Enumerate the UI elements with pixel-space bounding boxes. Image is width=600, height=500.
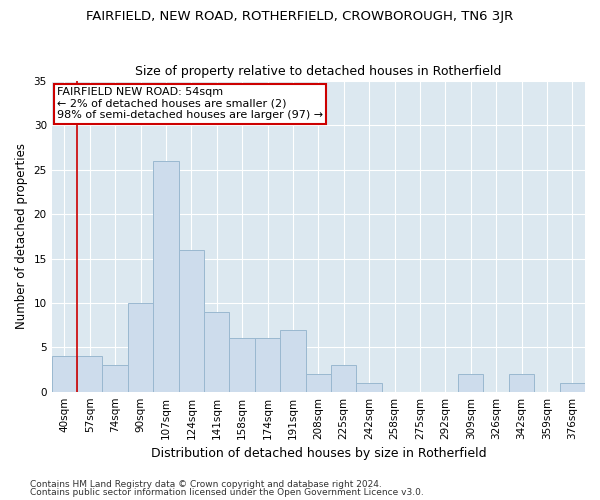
Bar	[204, 312, 229, 392]
Bar	[356, 383, 382, 392]
Text: Contains HM Land Registry data © Crown copyright and database right 2024.: Contains HM Land Registry data © Crown c…	[30, 480, 382, 489]
Bar	[331, 365, 356, 392]
Bar	[179, 250, 204, 392]
Bar	[509, 374, 534, 392]
Bar	[280, 330, 305, 392]
Bar	[458, 374, 484, 392]
Bar	[128, 303, 153, 392]
Bar	[77, 356, 103, 392]
Bar	[52, 356, 77, 392]
Bar	[305, 374, 331, 392]
X-axis label: Distribution of detached houses by size in Rotherfield: Distribution of detached houses by size …	[151, 447, 486, 460]
Bar	[229, 338, 255, 392]
Text: Contains public sector information licensed under the Open Government Licence v3: Contains public sector information licen…	[30, 488, 424, 497]
Y-axis label: Number of detached properties: Number of detached properties	[15, 144, 28, 330]
Bar	[103, 365, 128, 392]
Bar	[153, 161, 179, 392]
Text: FAIRFIELD NEW ROAD: 54sqm
← 2% of detached houses are smaller (2)
98% of semi-de: FAIRFIELD NEW ROAD: 54sqm ← 2% of detach…	[57, 88, 323, 120]
Bar	[255, 338, 280, 392]
Text: FAIRFIELD, NEW ROAD, ROTHERFIELD, CROWBOROUGH, TN6 3JR: FAIRFIELD, NEW ROAD, ROTHERFIELD, CROWBO…	[86, 10, 514, 23]
Title: Size of property relative to detached houses in Rotherfield: Size of property relative to detached ho…	[135, 66, 502, 78]
Bar	[560, 383, 585, 392]
